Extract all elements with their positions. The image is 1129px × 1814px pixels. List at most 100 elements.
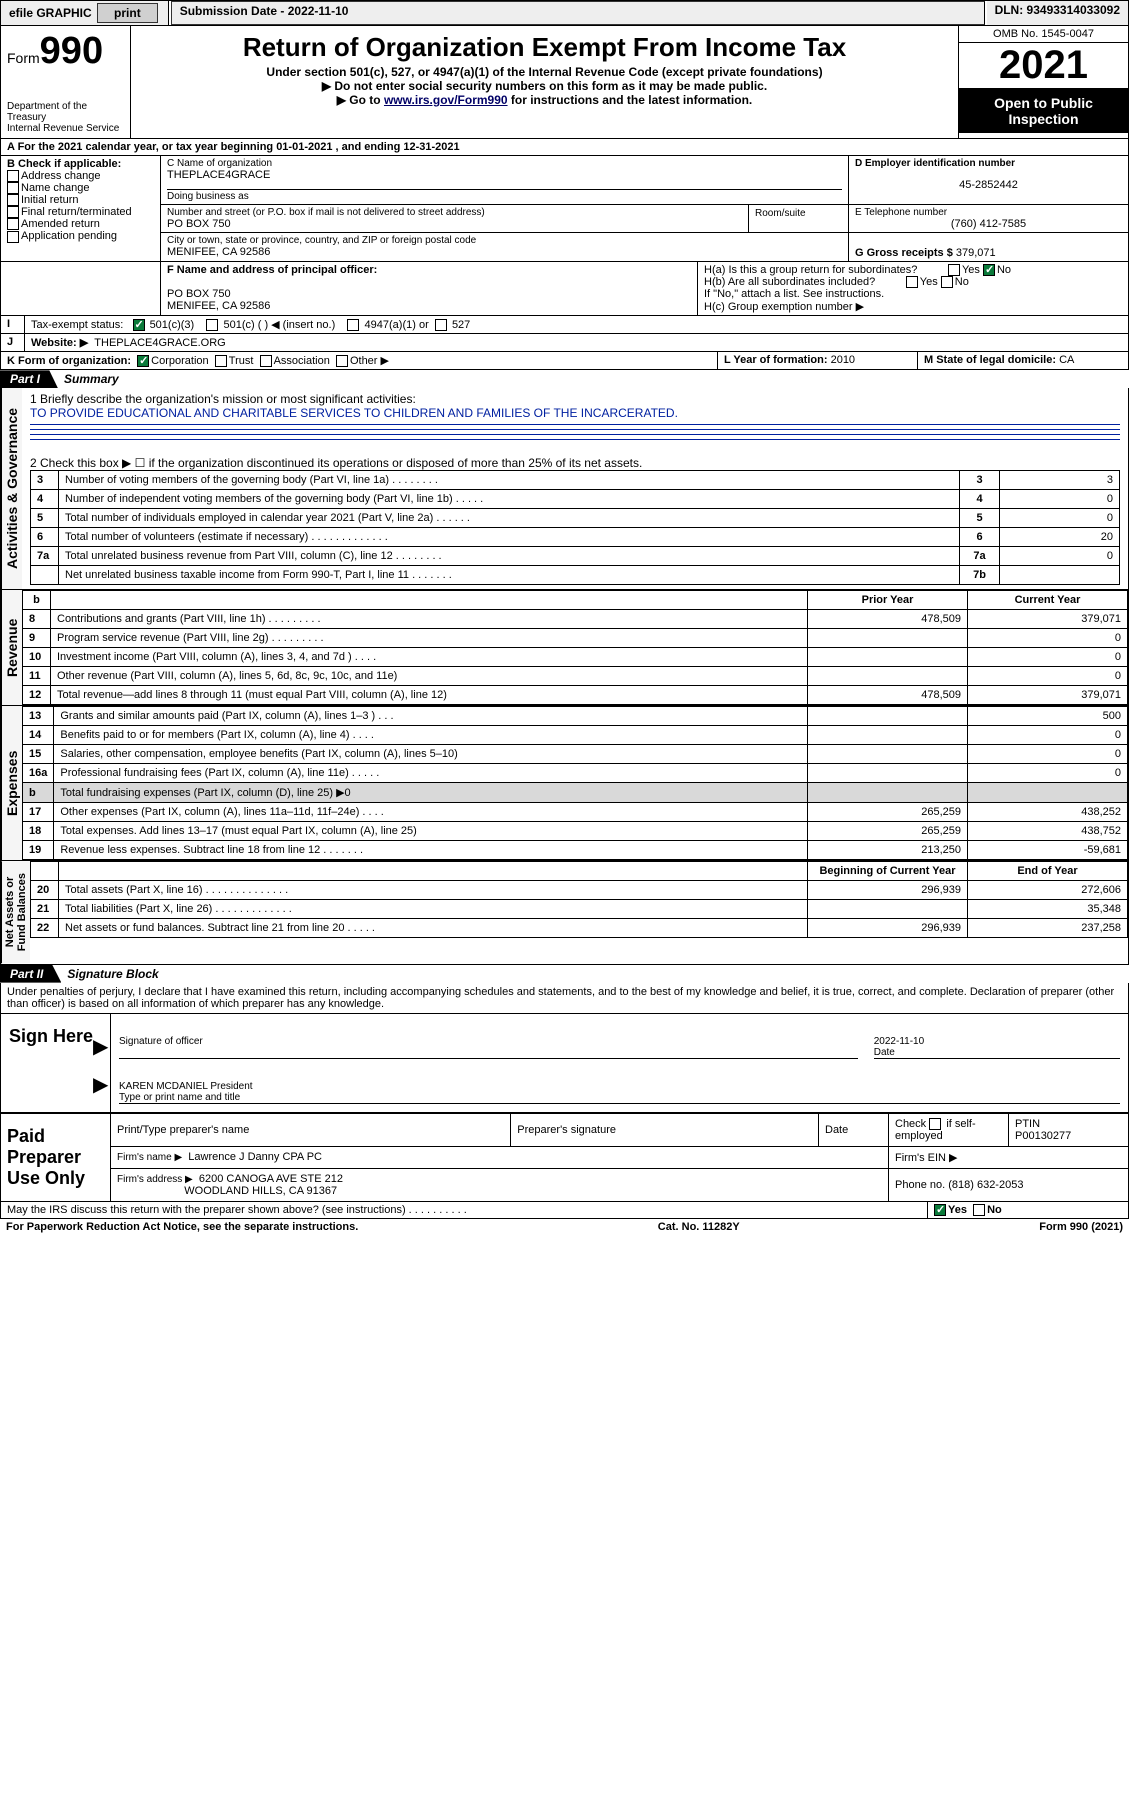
- chk-application-pending[interactable]: [7, 231, 19, 243]
- chk-amended-return[interactable]: [7, 218, 19, 230]
- efile-label: efile GRAPHIC print: [1, 1, 169, 25]
- vside-expenses: Expenses: [1, 706, 22, 860]
- chk-4947[interactable]: [347, 319, 359, 331]
- vside-governance: Activities & Governance: [1, 388, 22, 589]
- jurat: Under penalties of perjury, I declare th…: [0, 983, 1129, 1014]
- table-row: 21Total liabilities (Part X, line 26) . …: [31, 900, 1128, 919]
- year-formation: 2010: [831, 354, 855, 366]
- print-button[interactable]: print: [97, 3, 158, 23]
- form-header: Form990 Department of the Treasury Inter…: [0, 26, 1129, 139]
- chk-self-employed[interactable]: [929, 1118, 941, 1130]
- note-ssn: ▶ Do not enter social security numbers o…: [139, 79, 950, 93]
- dln: DLN: 93493314033092: [987, 1, 1128, 25]
- gross-receipts: 379,071: [956, 247, 996, 259]
- prep-name-hdr: Print/Type preparer's name: [111, 1113, 511, 1146]
- org-city: MENIFEE, CA 92586: [167, 246, 842, 258]
- table-row: 4Number of independent voting members of…: [31, 490, 1120, 509]
- c-name-label: C Name of organization: [167, 158, 842, 169]
- section-b: B Check if applicable: Address change Na…: [1, 156, 161, 261]
- sign-here-label: Sign Here: [1, 1014, 111, 1112]
- addr-label: Number and street (or P.O. box if mail i…: [167, 207, 742, 218]
- dept-treasury: Department of the Treasury Internal Reve…: [7, 101, 124, 134]
- table-row: 20Total assets (Part X, line 16) . . . .…: [31, 881, 1128, 900]
- form-title: Return of Organization Exempt From Incom…: [139, 32, 950, 63]
- expenses-block: Expenses 13Grants and similar amounts pa…: [0, 706, 1129, 861]
- table-row: 3Number of voting members of the governi…: [31, 471, 1120, 490]
- chk-ha-no[interactable]: [983, 264, 995, 276]
- table-row: 9Program service revenue (Part VIII, lin…: [23, 629, 1128, 648]
- table-row: 22Net assets or fund balances. Subtract …: [31, 919, 1128, 938]
- paid-preparer-block: Paid Preparer Use Only Print/Type prepar…: [0, 1113, 1129, 1202]
- netassets-table: Beginning of Current YearEnd of Year 20T…: [30, 861, 1128, 938]
- table-row: bTotal fundraising expenses (Part IX, co…: [23, 783, 1128, 803]
- vside-netassets: Net Assets or Fund Balances: [1, 861, 30, 963]
- chk-corporation[interactable]: [137, 355, 149, 367]
- tax-year: 2021: [959, 43, 1128, 89]
- firm-name: Firm's name ▶ Lawrence J Danny CPA PC: [111, 1146, 889, 1168]
- governance-block: Activities & Governance 1 Briefly descri…: [0, 388, 1129, 590]
- chk-527[interactable]: [435, 319, 447, 331]
- room-label: Room/suite: [755, 208, 806, 219]
- table-row: 6Total number of volunteers (estimate if…: [31, 528, 1120, 547]
- officer-block: F Name and address of principal officer:…: [0, 262, 1129, 316]
- officer-addr1: PO BOX 750: [167, 288, 231, 300]
- table-row: 13Grants and similar amounts paid (Part …: [23, 707, 1128, 726]
- chk-ha-yes[interactable]: [948, 264, 960, 276]
- chk-final-return[interactable]: [7, 206, 19, 218]
- part1-header: Part I Summary: [0, 370, 1129, 388]
- state-domicile: CA: [1059, 354, 1074, 366]
- table-row: 10Investment income (Part VIII, column (…: [23, 648, 1128, 667]
- line1-prompt: 1 Briefly describe the organization's mi…: [30, 392, 1120, 406]
- table-row: 8Contributions and grants (Part VIII, li…: [23, 610, 1128, 629]
- sig-date: 2022-11-10Date: [874, 1022, 1120, 1059]
- org-form-row: K Form of organization: Corporation Trus…: [0, 352, 1129, 370]
- chk-hb-yes[interactable]: [906, 276, 918, 288]
- tax-status-row: I Tax-exempt status: 501(c)(3) 501(c) ( …: [0, 316, 1129, 334]
- chk-address-change[interactable]: [7, 170, 19, 182]
- chk-trust[interactable]: [215, 355, 227, 367]
- prep-date-hdr: Date: [819, 1113, 889, 1146]
- officer-addr2: MENIFEE, CA 92586: [167, 300, 270, 312]
- open-to-public: Open to Public Inspection: [959, 89, 1128, 133]
- firm-phone: Phone no. (818) 632-2053: [889, 1168, 1129, 1201]
- table-row: 14Benefits paid to or for members (Part …: [23, 726, 1128, 745]
- form-subtitle: Under section 501(c), 527, or 4947(a)(1)…: [139, 65, 950, 79]
- irs-link[interactable]: www.irs.gov/Form990: [384, 93, 508, 107]
- mission-text: TO PROVIDE EDUCATIONAL AND CHARITABLE SE…: [30, 406, 1120, 420]
- ein: 45-2852442: [855, 179, 1122, 191]
- h-a: H(a) Is this a group return for subordin…: [704, 264, 1122, 276]
- chk-name-change[interactable]: [7, 182, 19, 194]
- dba-label: Doing business as: [167, 191, 249, 202]
- telephone: (760) 412-7585: [855, 218, 1122, 230]
- chk-association[interactable]: [260, 355, 272, 367]
- top-bar: efile GRAPHIC print Submission Date - 20…: [0, 0, 1129, 26]
- chk-hb-no[interactable]: [941, 276, 953, 288]
- table-row: 16aProfessional fundraising fees (Part I…: [23, 764, 1128, 783]
- g-label: G Gross receipts $: [855, 247, 953, 259]
- chk-501c3[interactable]: [133, 319, 145, 331]
- f-label: F Name and address of principal officer:: [167, 264, 377, 276]
- h-note: If "No," attach a list. See instructions…: [704, 288, 1122, 300]
- sign-here-block: Sign Here Signature of officer 2022-11-1…: [0, 1014, 1129, 1113]
- table-row: 5Total number of individuals employed in…: [31, 509, 1120, 528]
- identity-block: B Check if applicable: Address change Na…: [0, 156, 1129, 262]
- table-row: Net unrelated business taxable income fr…: [31, 566, 1120, 585]
- discuss-row: May the IRS discuss this return with the…: [0, 1202, 1129, 1219]
- chk-discuss-no[interactable]: [973, 1204, 985, 1216]
- chk-501c[interactable]: [206, 319, 218, 331]
- firm-address: Firm's address ▶ 6200 CANOGA AVE STE 212…: [111, 1168, 889, 1201]
- chk-other[interactable]: [336, 355, 348, 367]
- netassets-block: Net Assets or Fund Balances Beginning of…: [0, 861, 1129, 964]
- sig-officer-label: Signature of officer: [119, 1022, 858, 1059]
- h-c: H(c) Group exemption number ▶: [704, 300, 1122, 313]
- footer: For Paperwork Reduction Act Notice, see …: [0, 1219, 1129, 1235]
- part2-header: Part II Signature Block: [0, 965, 1129, 983]
- governance-table: 3Number of voting members of the governi…: [30, 470, 1120, 585]
- table-row: 12Total revenue—add lines 8 through 11 (…: [23, 686, 1128, 705]
- pra-notice: For Paperwork Reduction Act Notice, see …: [6, 1221, 358, 1233]
- cat-no: Cat. No. 11282Y: [658, 1221, 740, 1233]
- chk-initial-return[interactable]: [7, 194, 19, 206]
- org-name: THEPLACE4GRACE: [167, 169, 842, 181]
- table-row: 17Other expenses (Part IX, column (A), l…: [23, 803, 1128, 822]
- chk-discuss-yes[interactable]: [934, 1204, 946, 1216]
